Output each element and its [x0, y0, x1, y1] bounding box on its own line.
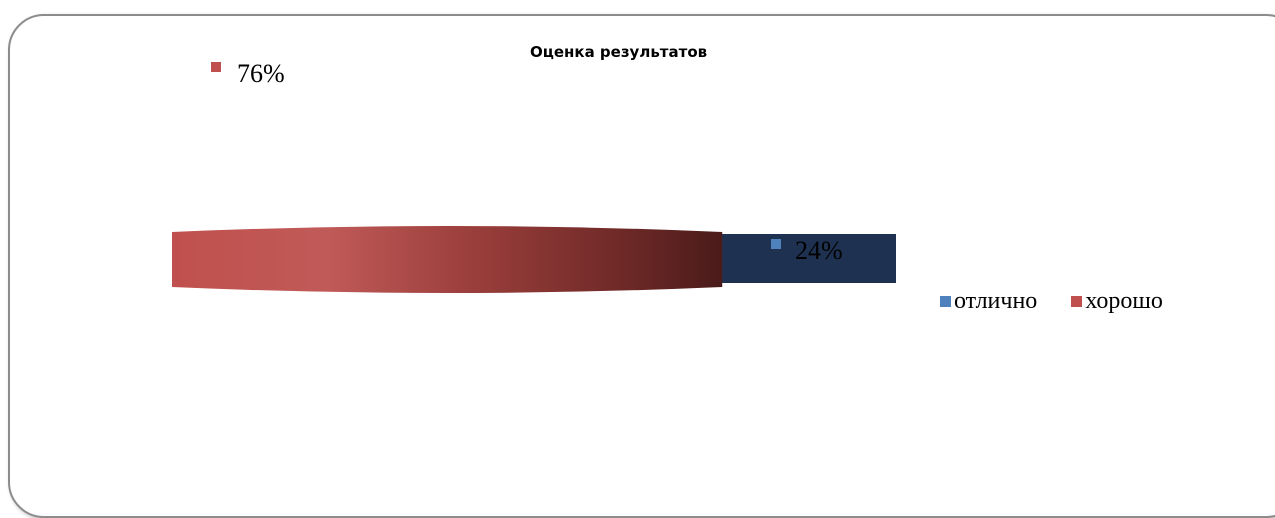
pie-slice-otlichno — [714, 234, 896, 283]
legend-swatch-khorosho — [1071, 296, 1083, 307]
data-label-swatch-khorosho — [211, 62, 221, 72]
legend-label-otlichno: отлично — [954, 288, 1038, 314]
data-labels: 24% 76% — [211, 59, 843, 265]
pie-slice-khorosho — [172, 226, 723, 293]
chart-title: Оценка результатов — [530, 43, 708, 61]
data-label-khorosho: 76% — [237, 59, 285, 88]
data-label-otlichno: 24% — [795, 236, 843, 265]
legend-label-khorosho: хорошо — [1085, 288, 1163, 314]
data-label-swatch-otlichno — [771, 239, 781, 249]
pie-slices — [172, 226, 896, 293]
legend-swatch-otlichno — [940, 296, 951, 307]
legend-item-otlichno: отлично — [940, 288, 1037, 315]
legend-item-khorosho: хорошо — [1071, 288, 1163, 315]
pie-chart-plot: 24% 76% — [172, 59, 896, 293]
legend: отлично хорошо — [940, 288, 1197, 315]
